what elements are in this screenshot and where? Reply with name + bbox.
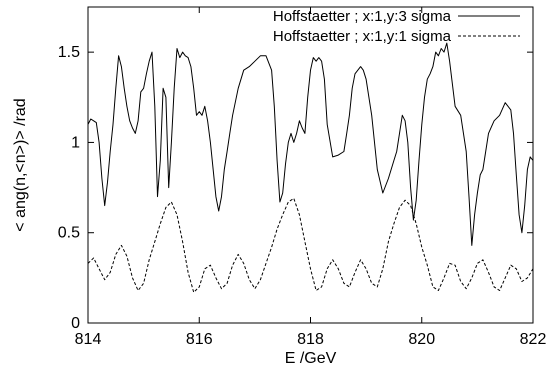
x-tick-label: 814 xyxy=(75,331,102,348)
x-tick-label: 820 xyxy=(408,331,435,348)
legend-label-series-1: Hoffstaetter ; x:1,y:3 sigma xyxy=(273,8,452,25)
series-line-2 xyxy=(87,197,534,293)
y-tick-label: 1 xyxy=(71,134,80,151)
series-line-1 xyxy=(87,42,534,246)
y-tick-label: 1.5 xyxy=(58,44,80,61)
y-tick-label: 0 xyxy=(71,315,80,332)
plot-frame xyxy=(87,6,534,324)
series-layer xyxy=(87,42,534,293)
legend: Hoffstaetter ; x:1,y:3 sigma Hoffstaette… xyxy=(273,8,520,45)
legend-label-series-2: Hoffstaetter ; x:1,y:1 sigma xyxy=(273,28,452,45)
y-tick-label: 0.5 xyxy=(58,225,80,242)
ticks-layer: 814 816 818 820 822 0 0.5 1 1.5 xyxy=(58,7,547,348)
x-tick-label: 816 xyxy=(186,331,213,348)
x-tick-label: 818 xyxy=(297,331,324,348)
x-tick-label: 822 xyxy=(520,331,547,348)
x-axis-label: E /GeV xyxy=(285,350,337,367)
y-axis-label: < ang(n,<n>)> /rad xyxy=(12,98,29,231)
